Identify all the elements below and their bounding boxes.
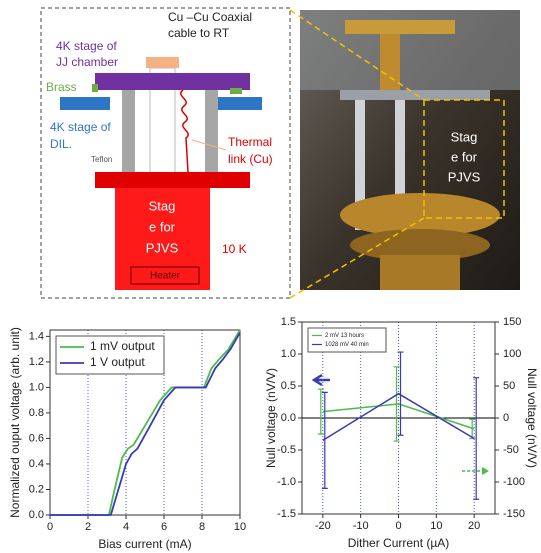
y-tick-label: 1.4 [29, 330, 44, 342]
y2-tick-label: -50 [503, 444, 519, 456]
left-axis-arrow [314, 375, 330, 385]
stage-plate [95, 172, 250, 188]
x-tick-label: -20 [315, 520, 331, 532]
pillar [122, 90, 135, 172]
y-tick-label: 0.2 [29, 483, 44, 495]
teflon-label: Teflon [91, 155, 112, 164]
dil-label: DIL. [50, 137, 72, 151]
thermal-label: link (Cu) [228, 152, 273, 166]
y-tick-label: 1.5 [281, 316, 296, 328]
stage-label: e for [149, 219, 176, 234]
x-tick-label: 0 [47, 521, 53, 533]
photo-part [380, 34, 400, 94]
schematic: Cu –Cu Coaxial cable to RT 4K stage of J… [41, 8, 290, 298]
page: {"diagram": { "coax": ["Cu –Cu Coaxial",… [0, 0, 541, 553]
legend-label: 2 mV 13 hours [325, 333, 364, 339]
y-tick-label: 0.8 [29, 407, 44, 419]
y2-tick-label: 50 [503, 380, 515, 392]
y-tick-label: 1.0 [281, 348, 296, 360]
brass-label: Brass [46, 80, 77, 94]
figure: Cu –Cu Coaxial cable to RT 4K stage of J… [0, 0, 541, 553]
coax-label: Cu –Cu Coaxial [168, 10, 252, 24]
y2-tick-label: 0 [503, 412, 509, 424]
y-tick-label: -1.0 [277, 476, 296, 488]
legend-label: 1028 mV 40 min [325, 342, 369, 348]
x-tick-label: 20 [468, 520, 480, 532]
x-tick-label: 0 [395, 520, 401, 532]
x-tick-label: 2 [85, 521, 91, 533]
legend-box [308, 328, 386, 352]
y2-axis-label: Null voltage (nV/V) [525, 368, 539, 468]
x-tick-label: 10 [430, 520, 442, 532]
jj-label: JJ chamber [56, 55, 118, 69]
y2-tick-label: -150 [503, 508, 525, 520]
photo-label: e for [451, 149, 478, 164]
brass-piece [92, 84, 98, 92]
brass-piece [230, 88, 242, 94]
y-tick-label: 1.0 [29, 381, 44, 393]
coax-label: cable to RT [168, 26, 230, 40]
y-axis-label: Null voltage (nV/V) [264, 368, 278, 468]
stage-label: Stag [149, 198, 176, 213]
thermal-link [181, 90, 188, 172]
photo-part [340, 90, 490, 100]
right-axis-arrow-head [482, 467, 489, 475]
photo: Stag e for PJVS [290, 10, 520, 298]
jj-label: 4K stage of [56, 39, 117, 53]
y2-tick-label: -100 [503, 476, 525, 488]
x-tick-label: 4 [123, 521, 129, 533]
x-axis-label: Bias current (mA) [98, 537, 191, 551]
thermal-label: Thermal [228, 135, 272, 149]
x-tick-label: 10 [234, 521, 246, 533]
photo-part [380, 255, 460, 290]
y2-tick-label: 150 [503, 316, 521, 328]
dil-plate [60, 97, 110, 110]
x-tick-label: 6 [161, 521, 167, 533]
x-tick-label: 8 [199, 521, 205, 533]
pillar [205, 90, 218, 172]
y-tick-label: 0.4 [29, 458, 44, 470]
y-tick-label: -0.5 [277, 444, 296, 456]
x-tick-label: -10 [353, 520, 369, 532]
legend-label: 1 V output [90, 355, 145, 369]
temp-label: 10 K [222, 242, 247, 256]
y-tick-label: 0.0 [29, 509, 44, 521]
legend-label: 1 mV output [90, 339, 155, 353]
x-axis-label: Dither Current (µA) [348, 536, 450, 550]
y-tick-label: 0.5 [281, 380, 296, 392]
coax-cap [146, 57, 179, 68]
y-tick-label: 0.6 [29, 432, 44, 444]
photo-part [345, 20, 455, 34]
stage-label: PJVS [146, 240, 179, 255]
y-tick-label: -1.5 [277, 508, 296, 520]
dil-plate [212, 97, 262, 110]
jj-plate [95, 73, 250, 90]
y-tick-label: 0.0 [281, 412, 296, 424]
heater-label: Heater [150, 271, 181, 282]
photo-label: PJVS [448, 169, 481, 184]
y-tick-label: 1.2 [29, 356, 44, 368]
dil-label: 4K stage of [50, 120, 111, 134]
y-axis-label: Normalized ouput voltage (arb. unit) [8, 327, 22, 518]
y2-tick-label: 100 [503, 348, 521, 360]
photo-label: Stag [451, 129, 478, 144]
